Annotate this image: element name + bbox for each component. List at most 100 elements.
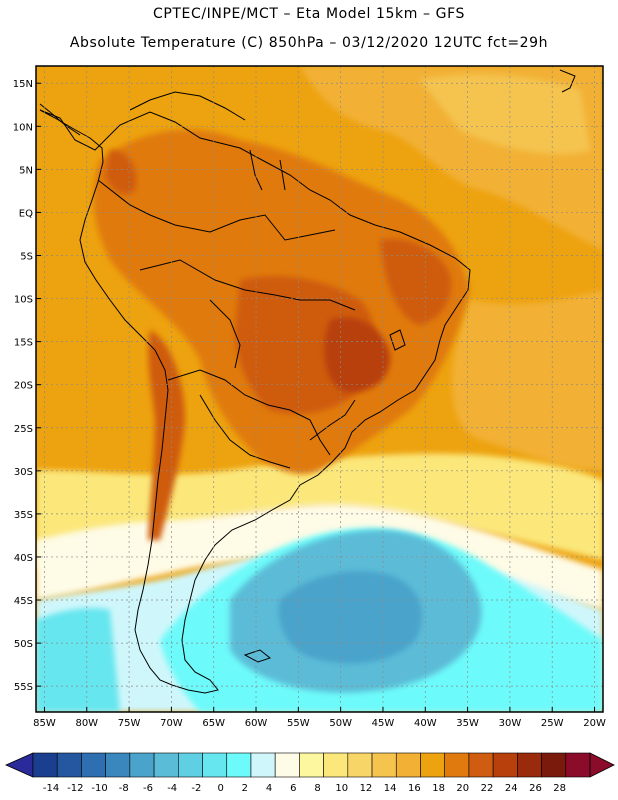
colorbar-swatch [250, 752, 276, 778]
lat-label: 35S [14, 510, 33, 521]
lat-label: 15N [13, 79, 33, 90]
colorbar-label: -14 [43, 783, 59, 794]
colorbar-label: 4 [266, 783, 272, 794]
lat-label: 45S [14, 596, 33, 607]
border-north [97, 179, 336, 241]
map-frame [35, 65, 604, 713]
lon-label: 35W [456, 718, 479, 729]
south-america-coastline [39, 109, 471, 694]
lat-label: EQ [19, 208, 33, 219]
colorbar-label: 24 [505, 783, 518, 794]
colorbar-label: 6 [290, 783, 296, 794]
longitude-axis: 85W 80W 75W 70W 65W 60W 55W 50W 45W 40W 35W 30W 25W 2… [33, 707, 606, 729]
colorbar-label: 14 [384, 783, 397, 794]
border-guianas [249, 149, 263, 191]
lon-label: 55W [287, 718, 310, 729]
colorbar-swatch [299, 752, 324, 778]
colorbar-under-arrow [5, 752, 34, 778]
border-amazon [139, 259, 356, 311]
colorbar-swatch [274, 752, 300, 778]
lat-label: 40S [14, 553, 33, 564]
lat-label: 25S [14, 424, 33, 435]
colorbar-label: -4 [167, 783, 177, 794]
lake-outline [389, 329, 406, 351]
lon-label: 50W [329, 718, 352, 729]
lat-label: 20S [14, 381, 33, 392]
latitude-axis: 15N 10N 5N EQ 5S 10S 15S 20S 25S 30S 35S 40S 45S 50S 5… [13, 79, 41, 693]
lat-label: 30S [14, 467, 33, 478]
colorbar-over-arrow [589, 752, 615, 778]
colorbar-swatch [468, 752, 494, 778]
colorbar-swatch [492, 752, 518, 778]
colorbar-swatch [81, 752, 106, 778]
lat-label: 5S [20, 251, 33, 262]
field-northeast-hot [380, 239, 451, 325]
lon-label: 75W [118, 718, 141, 729]
field-east-atlantic [451, 290, 603, 470]
colorbar-swatch [444, 752, 470, 778]
lat-label: 10S [14, 295, 33, 306]
colorbar-label: -2 [191, 783, 201, 794]
colorbar-swatch [56, 752, 82, 778]
colorbar-label: -12 [67, 783, 83, 794]
border-argentina [199, 394, 291, 469]
map-subtitle: Absolute Temperature (C) 850hPa – 03/12/… [69, 35, 549, 51]
colorbar-label: 12 [360, 783, 373, 794]
caribbean-coast [129, 91, 246, 121]
coastlines [39, 69, 576, 694]
border-south [167, 369, 331, 456]
lon-label: 30W [499, 718, 522, 729]
lon-label: 70W [160, 718, 183, 729]
field-north-patch [420, 74, 590, 154]
colorbar-label: 10 [335, 783, 348, 794]
lon-label: 80W [75, 718, 98, 729]
lon-label: 60W [245, 718, 268, 729]
falkland-islands [243, 649, 272, 663]
colorbar-label: -6 [143, 783, 153, 794]
island-caribbean [559, 69, 576, 93]
colorbar-label: 8 [314, 783, 320, 794]
colorbar-swatch [565, 752, 591, 778]
colorbar-label: 16 [408, 783, 421, 794]
lon-label: 20W [583, 718, 606, 729]
colorbar-swatch [226, 752, 252, 778]
temperature-field [36, 66, 603, 712]
lat-label: 15S [14, 338, 33, 349]
border-suriname [279, 159, 286, 191]
colorbar-label: -8 [119, 783, 129, 794]
map-title: CPTEC/INPE/MCT – Eta Model 15km – GFS [152, 6, 466, 22]
colorbar-swatch [541, 752, 567, 778]
colorbar-label: 2 [242, 783, 248, 794]
lon-label: 65W [202, 718, 225, 729]
colorbar-swatch [517, 752, 542, 778]
lon-label: 45W [372, 718, 395, 729]
colorbar-swatch [420, 752, 445, 778]
field-cream-band [36, 503, 603, 610]
colorbar-label: -10 [91, 783, 107, 794]
colorbar-swatch [32, 752, 58, 778]
colorbar-label: 18 [432, 783, 445, 794]
colorbar-swatch [323, 752, 349, 778]
colorbar-swatch [202, 752, 228, 778]
lon-label: 85W [33, 718, 56, 729]
colorbar-label: 0 [217, 783, 223, 794]
colorbar-swatch [105, 752, 131, 778]
colorbar-label: 22 [481, 783, 494, 794]
field-colombia-hot [105, 150, 137, 195]
field-yellow-band [36, 453, 603, 570]
lat-label: 5N [19, 165, 33, 176]
colorbar-swatch [347, 752, 373, 778]
border-uruguay [309, 399, 356, 441]
border-bolivia [209, 299, 241, 369]
colorbar-label: 26 [529, 783, 542, 794]
lat-label: 55S [14, 682, 33, 693]
colorbar-label: 20 [456, 783, 469, 794]
field-blue-inner [278, 571, 422, 664]
lat-label: 50S [14, 639, 33, 650]
colorbar-swatch [178, 752, 203, 778]
field-cyan-west [36, 608, 120, 712]
colorbar-swatch [371, 752, 397, 778]
lat-label: 10N [13, 122, 33, 133]
colorbar: -14 -12 -10 -8 -6 -4 -2 0 2 4 6 8 10 12 14 16 18 20 22 24 26… [5, 752, 615, 794]
